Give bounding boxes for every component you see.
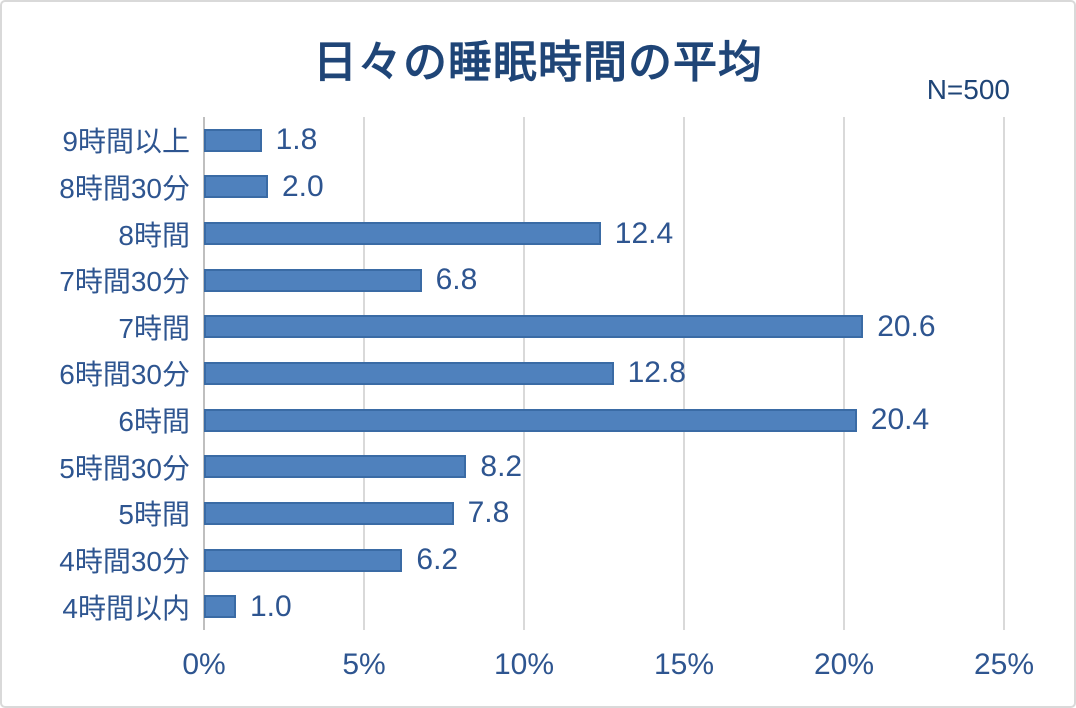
- bar: [204, 548, 403, 572]
- category-axis: 9時間以上 8時間30分 8時間 7時間30分 7時間 6時間30分 6時間 5時間30分 5時…: [2, 117, 190, 630]
- category-label: 6時間30分: [59, 359, 190, 391]
- bar: [204, 595, 236, 619]
- plot-area: 1.8 2.0 12.4 6.8 20.6 12.8 20.4 8.2 7.8 6.2 1.0: [203, 117, 1005, 630]
- category-label: 9時間以上: [62, 126, 190, 158]
- bar: [204, 408, 857, 432]
- category-label: 6時間: [118, 406, 190, 438]
- category-label: 8時間: [118, 219, 190, 251]
- value-label: 12.4: [614, 216, 674, 250]
- bar: [204, 315, 864, 339]
- value-label: 1.0: [250, 589, 292, 623]
- bar: [204, 362, 614, 385]
- bar: [204, 222, 601, 246]
- x-tick-label: 20%: [813, 648, 875, 681]
- value-label: 12.8: [627, 356, 686, 390]
- bar: [204, 268, 422, 292]
- value-label: 1.8: [275, 123, 318, 157]
- category-label: 4時間以内: [62, 592, 190, 624]
- x-tick-label: 25%: [973, 648, 1035, 681]
- category-label: 5時間: [118, 499, 190, 531]
- x-tick-label: 0%: [182, 648, 226, 681]
- value-label: 2.0: [282, 169, 324, 203]
- x-tick-label: 10%: [493, 648, 555, 681]
- x-axis: 0% 5% 10% 15% 20% 25%: [182, 648, 1034, 692]
- value-label: 7.8: [467, 496, 510, 530]
- category-label: 4時間30分: [59, 546, 190, 578]
- chart-title: 日々の睡眠時間の平均: [313, 38, 763, 87]
- bar: [204, 455, 467, 479]
- value-label: 8.2: [480, 449, 523, 483]
- sample-size-label: N=500: [926, 74, 1010, 105]
- gridline: [683, 117, 685, 630]
- category-label: 7時間30分: [59, 266, 190, 298]
- gridline: [843, 117, 845, 630]
- gridline: [1003, 117, 1005, 630]
- value-label: 20.4: [870, 403, 930, 437]
- value-label: 6.2: [416, 543, 459, 577]
- bar: [204, 501, 454, 525]
- bar: [204, 175, 268, 199]
- value-label: 20.6: [877, 309, 936, 343]
- category-label: 5時間30分: [59, 452, 190, 484]
- bar: [204, 128, 262, 152]
- category-label: 7時間: [118, 312, 190, 344]
- category-label: 8時間30分: [59, 172, 190, 204]
- value-label: 6.8: [435, 263, 478, 297]
- x-tick-label: 15%: [653, 648, 715, 681]
- x-tick-label: 5%: [342, 648, 386, 681]
